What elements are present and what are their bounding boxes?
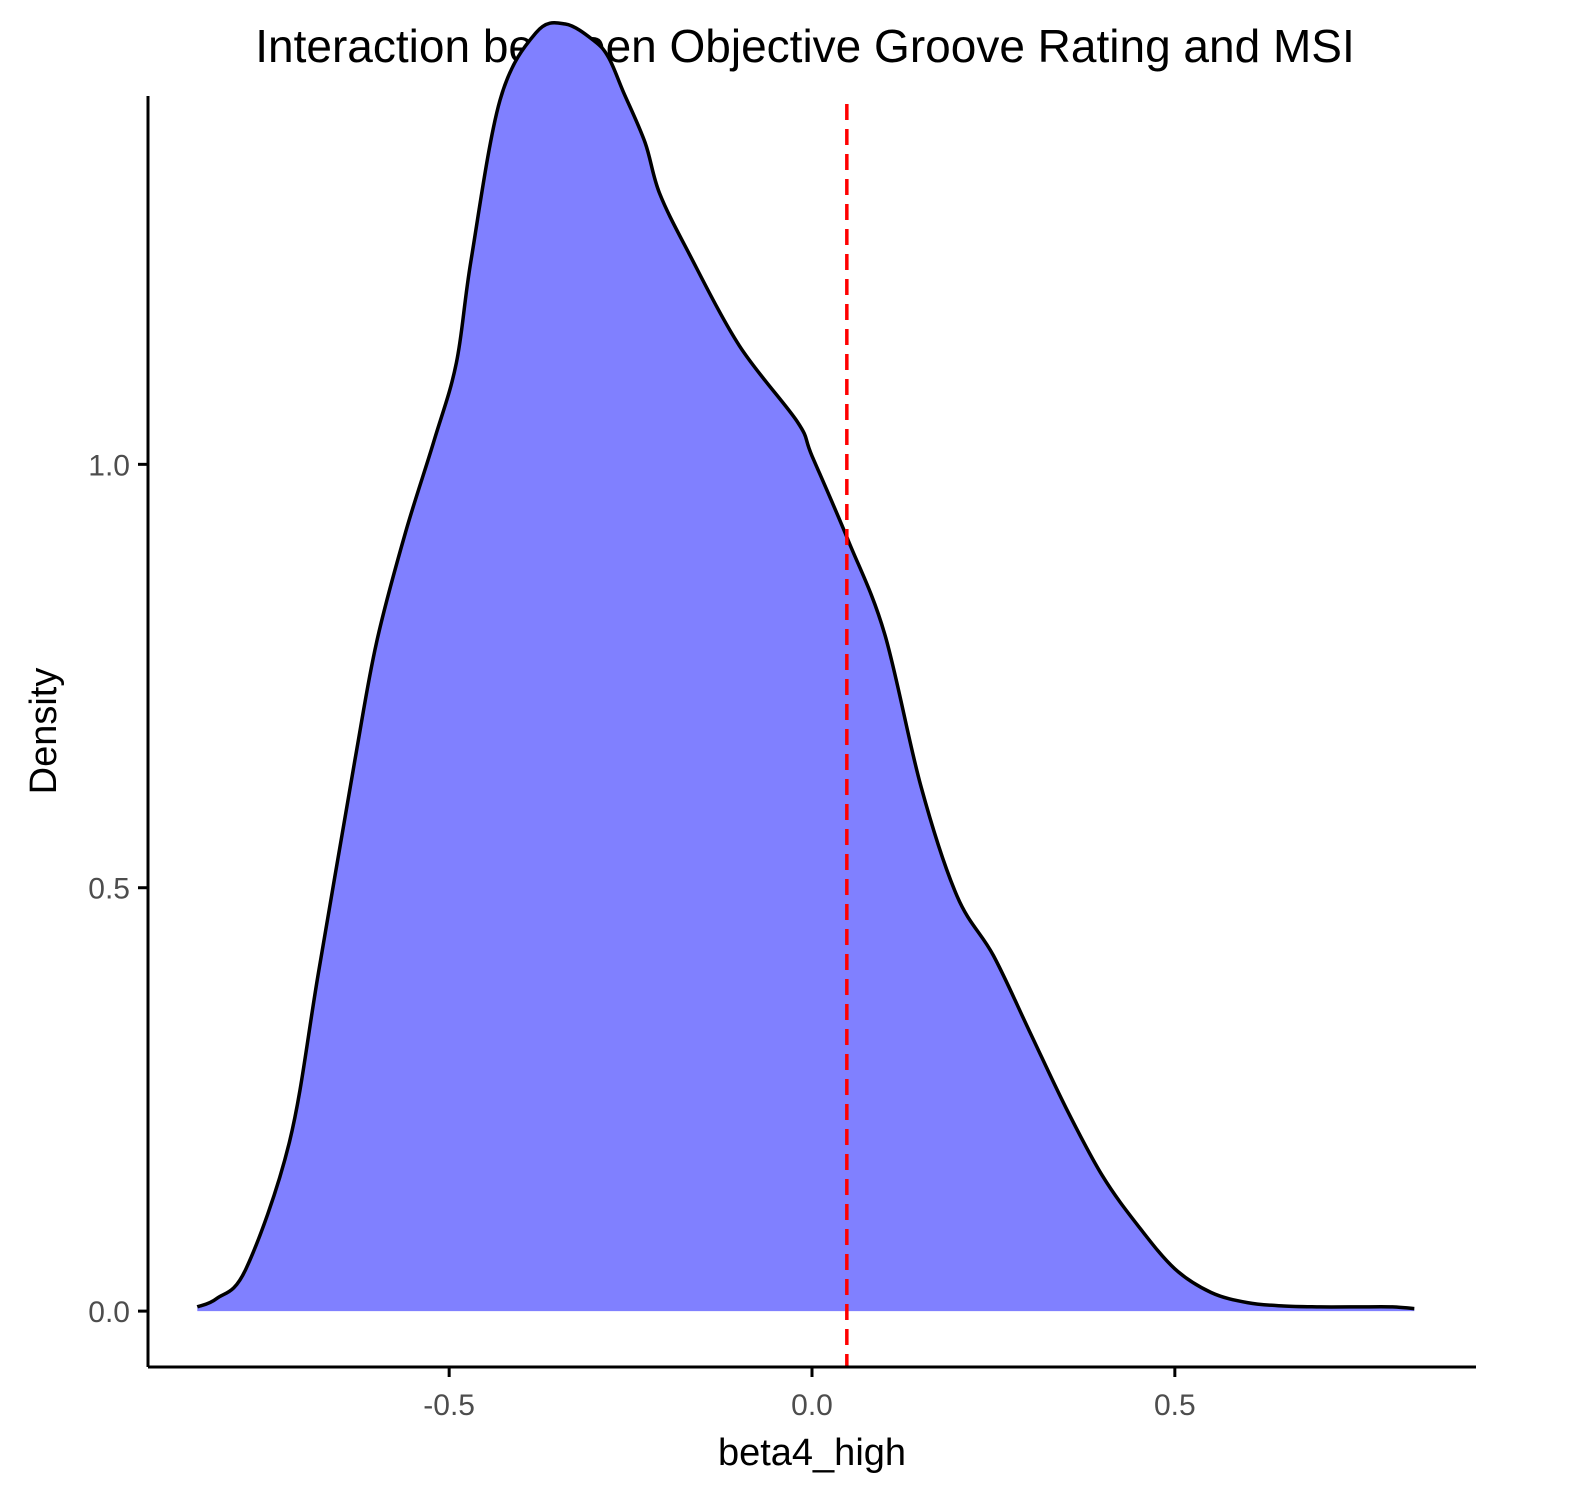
y-tick-label: 0.0 bbox=[88, 1296, 130, 1329]
x-tick-label: 0.0 bbox=[791, 1389, 833, 1422]
x-tick-label: 0.5 bbox=[1154, 1389, 1196, 1422]
plot-area bbox=[196, 20, 1415, 1367]
y-tick-label: 1.0 bbox=[88, 449, 130, 482]
y-axis-ticks: 0.0 0.5 1.0 bbox=[88, 449, 148, 1329]
density-curve bbox=[196, 20, 1415, 1311]
chart-title: Interaction between Objective Groove Rat… bbox=[255, 20, 1355, 72]
density-area-fill bbox=[197, 22, 1415, 1312]
y-tick-label: 0.5 bbox=[88, 873, 130, 906]
x-axis-ticks: -0.5 0.0 0.5 bbox=[423, 1367, 1196, 1422]
x-tick-label: -0.5 bbox=[423, 1389, 475, 1422]
y-axis-title: Density bbox=[23, 668, 65, 795]
x-axis-title: beta4_high bbox=[718, 1432, 906, 1474]
